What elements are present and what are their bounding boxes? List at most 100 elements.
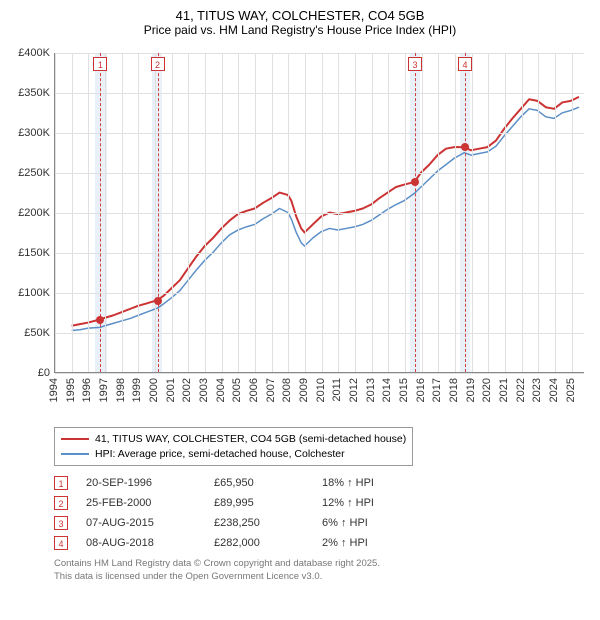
marker-box: 2 — [151, 57, 165, 71]
event-delta: 18% ↑ HPI — [322, 477, 412, 489]
event-date: 20-SEP-1996 — [86, 477, 196, 489]
gridline-v — [255, 53, 256, 372]
gridline-v — [555, 53, 556, 372]
gridline-v — [55, 53, 56, 372]
marker-box: 4 — [458, 57, 472, 71]
x-tick-label: 1995 — [65, 378, 77, 402]
x-tick-label: 2008 — [281, 378, 293, 402]
footer-line-1: Contains HM Land Registry data © Crown c… — [54, 558, 590, 570]
footer: Contains HM Land Registry data © Crown c… — [54, 558, 590, 583]
x-tick-label: 2016 — [415, 378, 427, 402]
sale-point — [461, 143, 469, 151]
gridline-h — [55, 373, 584, 374]
event-price: £282,000 — [214, 537, 304, 549]
sale-point — [154, 297, 162, 305]
gridline-v — [238, 53, 239, 372]
gridline-v — [338, 53, 339, 372]
gridline-v — [522, 53, 523, 372]
y-tick-label: £400K — [18, 47, 50, 59]
title-block: 41, TITUS WAY, COLCHESTER, CO4 5GB Price… — [10, 8, 590, 37]
gridline-v — [172, 53, 173, 372]
gridline-v — [388, 53, 389, 372]
gridline-v — [572, 53, 573, 372]
x-tick-label: 2004 — [215, 378, 227, 402]
x-tick-label: 2018 — [448, 378, 460, 402]
x-tick-label: 2020 — [481, 378, 493, 402]
event-row: 225-FEB-2000£89,99512% ↑ HPI — [54, 496, 590, 510]
gridline-v — [288, 53, 289, 372]
gridline-v — [222, 53, 223, 372]
x-tick-label: 2001 — [165, 378, 177, 402]
x-tick-label: 2021 — [498, 378, 510, 402]
chart-title: 41, TITUS WAY, COLCHESTER, CO4 5GB — [10, 8, 590, 23]
x-tick-label: 1999 — [131, 378, 143, 402]
legend-row: HPI: Average price, semi-detached house,… — [61, 447, 406, 462]
x-tick-label: 2002 — [181, 378, 193, 402]
x-tick-label: 2025 — [565, 378, 577, 402]
gridline-v — [322, 53, 323, 372]
footer-line-2: This data is licensed under the Open Gov… — [54, 571, 590, 583]
marker-box: 3 — [408, 57, 422, 71]
x-tick-label: 2012 — [348, 378, 360, 402]
legend-label: HPI: Average price, semi-detached house,… — [95, 447, 345, 462]
marker-box: 1 — [93, 57, 107, 71]
event-price: £238,250 — [214, 517, 304, 529]
x-tick-label: 2013 — [365, 378, 377, 402]
sale-point — [96, 316, 104, 324]
gridline-v — [372, 53, 373, 372]
gridline-v — [72, 53, 73, 372]
gridline-v — [122, 53, 123, 372]
event-delta: 6% ↑ HPI — [322, 517, 412, 529]
x-tick-label: 2007 — [265, 378, 277, 402]
gridline-v — [188, 53, 189, 372]
x-tick-label: 1994 — [48, 378, 60, 402]
marker-line — [158, 53, 159, 372]
event-price: £65,950 — [214, 477, 304, 489]
x-tick-label: 2000 — [148, 378, 160, 402]
gridline-v — [305, 53, 306, 372]
x-tick-label: 2019 — [465, 378, 477, 402]
legend-swatch — [61, 438, 89, 440]
gridline-v — [138, 53, 139, 372]
event-row: 307-AUG-2015£238,2506% ↑ HPI — [54, 516, 590, 530]
gridline-v — [88, 53, 89, 372]
sale-point — [411, 178, 419, 186]
x-tick-label: 2010 — [315, 378, 327, 402]
x-tick-label: 2023 — [531, 378, 543, 402]
plot-region: 1 2 3 4 — [54, 53, 584, 373]
y-tick-label: £150K — [18, 247, 50, 259]
legend-row: 41, TITUS WAY, COLCHESTER, CO4 5GB (semi… — [61, 432, 406, 447]
gridline-v — [205, 53, 206, 372]
x-tick-label: 1997 — [98, 378, 110, 402]
gridline-v — [455, 53, 456, 372]
y-tick-label: £200K — [18, 207, 50, 219]
series-line-hpi — [72, 107, 579, 330]
x-tick-label: 2011 — [331, 378, 343, 402]
event-row: 1 20-SEP-1996 £65,950 18% ↑ HPI — [54, 476, 590, 490]
x-tick-label: 2006 — [248, 378, 260, 402]
gridline-v — [538, 53, 539, 372]
gridline-v — [488, 53, 489, 372]
y-tick-label: £250K — [18, 167, 50, 179]
event-marker: 4 — [54, 536, 68, 550]
gridline-v — [272, 53, 273, 372]
x-tick-label: 2017 — [431, 378, 443, 402]
gridline-v — [105, 53, 106, 372]
event-price: £89,995 — [214, 497, 304, 509]
chart-area: £0£50K£100K£150K£200K£250K£300K£350K£400… — [10, 43, 590, 423]
event-delta: 2% ↑ HPI — [322, 537, 412, 549]
gridline-v — [155, 53, 156, 372]
event-date: 08-AUG-2018 — [86, 537, 196, 549]
marker-line — [415, 53, 416, 372]
x-tick-label: 2022 — [515, 378, 527, 402]
gridline-v — [355, 53, 356, 372]
event-marker: 1 — [54, 476, 68, 490]
event-marker: 3 — [54, 516, 68, 530]
x-tick-label: 1996 — [81, 378, 93, 402]
y-tick-label: £50K — [24, 327, 50, 339]
chart-subtitle: Price paid vs. HM Land Registry's House … — [10, 23, 590, 37]
events-table: 120-SEP-1996£65,95018% ↑ HPI225-FEB-2000… — [54, 476, 590, 550]
gridline-v — [472, 53, 473, 372]
event-delta: 12% ↑ HPI — [322, 497, 412, 509]
x-tick-label: 2024 — [548, 378, 560, 402]
